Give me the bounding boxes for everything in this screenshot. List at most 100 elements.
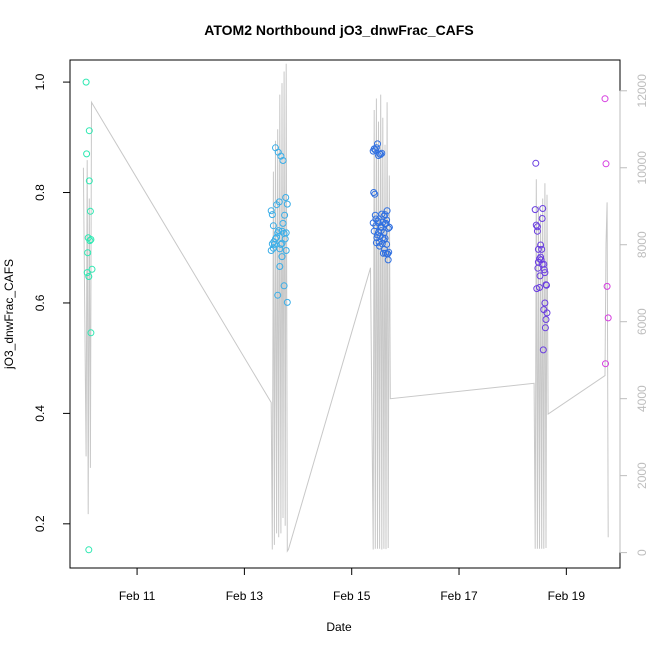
secondary-y-axis: 0 2000 4000 6000 8000 10000 12000 [619, 74, 649, 556]
data-point [536, 284, 543, 291]
data-point [541, 299, 549, 307]
altitude-line-layer [82, 63, 609, 553]
y-tick-label: 0.6 [33, 294, 47, 311]
data-point [383, 216, 391, 224]
data-point [87, 236, 95, 243]
secondary-y-tick-label: 4000 [635, 385, 649, 412]
data-point [83, 269, 91, 277]
data-point [86, 237, 94, 245]
data-point [538, 215, 546, 222]
data-point [385, 248, 393, 256]
secondary-y-tick-label: 10000 [635, 151, 649, 185]
x-axis-label: Date [326, 620, 352, 634]
data-point [375, 219, 382, 227]
y-tick-label: 1.0 [33, 73, 47, 90]
y-tick-label: 0.2 [33, 515, 47, 532]
secondary-y-tick-label: 8000 [635, 231, 649, 258]
data-point [541, 324, 549, 332]
secondary-y-tick-label: 6000 [635, 308, 649, 335]
data-point [270, 238, 278, 246]
data-point [371, 211, 379, 219]
data-point [84, 249, 92, 257]
data-point [87, 329, 95, 337]
data-point [379, 249, 387, 257]
data-point [83, 150, 91, 158]
data-point [282, 229, 290, 237]
data-point [276, 263, 284, 270]
data-point [372, 144, 380, 152]
y-axis: 0.2 0.4 0.6 0.8 1.0 [33, 73, 71, 532]
data-point [381, 234, 389, 242]
data-point [279, 157, 287, 164]
data-point [278, 253, 286, 261]
data-point [538, 245, 546, 253]
data-point [536, 272, 544, 280]
data-point [282, 194, 290, 201]
data-point [283, 298, 291, 306]
data-point [267, 207, 275, 215]
data-point [86, 207, 94, 215]
data-point [277, 240, 285, 248]
y-axis-label: jO3_dnwFrac_CAFS [2, 259, 16, 370]
x-tick-label: Feb 17 [440, 589, 478, 603]
data-point [539, 205, 547, 212]
data-point [534, 264, 542, 272]
data-point [371, 190, 379, 198]
data-point [267, 247, 275, 254]
data-point [88, 265, 96, 273]
data-point [378, 149, 386, 157]
data-point [603, 282, 611, 290]
data-point [85, 546, 93, 554]
data-point [269, 222, 277, 230]
data-point [278, 227, 286, 235]
data-point [269, 244, 277, 252]
data-point [279, 219, 287, 227]
y-tick-label: 0.4 [33, 405, 47, 422]
data-point [533, 223, 541, 231]
data-point [275, 227, 283, 235]
secondary-y-tick-label: 12000 [635, 74, 649, 108]
x-tick-label: Feb 13 [226, 589, 264, 603]
data-point [282, 247, 290, 254]
x-tick-label: Feb 15 [333, 589, 371, 603]
data-point [602, 360, 609, 368]
data-point [85, 273, 93, 280]
data-point [274, 291, 282, 299]
x-tick-label: Feb 19 [548, 589, 586, 603]
data-point [85, 127, 93, 135]
data-point [374, 231, 381, 239]
data-point [82, 78, 90, 86]
x-tick-label: Feb 11 [119, 589, 156, 603]
secondary-y-tick-label: 0 [635, 549, 649, 556]
altitude-line [82, 63, 609, 553]
data-point [534, 245, 542, 253]
data-point [532, 159, 540, 167]
data-point [372, 239, 380, 247]
data-point [604, 314, 612, 322]
data-point [374, 140, 381, 148]
data-point [268, 240, 276, 248]
data-point [383, 207, 391, 215]
data-point [377, 223, 385, 231]
data-point [280, 282, 288, 290]
data-point [281, 211, 289, 219]
data-point [537, 256, 545, 264]
data-point [533, 227, 541, 235]
data-point [602, 160, 610, 168]
data-point [275, 198, 283, 206]
data-point [536, 255, 543, 263]
data-point [380, 236, 388, 244]
data-point [283, 200, 291, 208]
data-point [378, 210, 386, 218]
scatter-points-layer [82, 78, 612, 554]
data-point [384, 256, 392, 264]
y-tick-label: 0.8 [33, 184, 47, 201]
data-point [370, 189, 378, 196]
data-point [537, 253, 545, 261]
secondary-y-tick-label: 2000 [635, 462, 649, 489]
data-point [543, 281, 550, 289]
data-point [277, 152, 285, 160]
data-point [537, 241, 545, 249]
